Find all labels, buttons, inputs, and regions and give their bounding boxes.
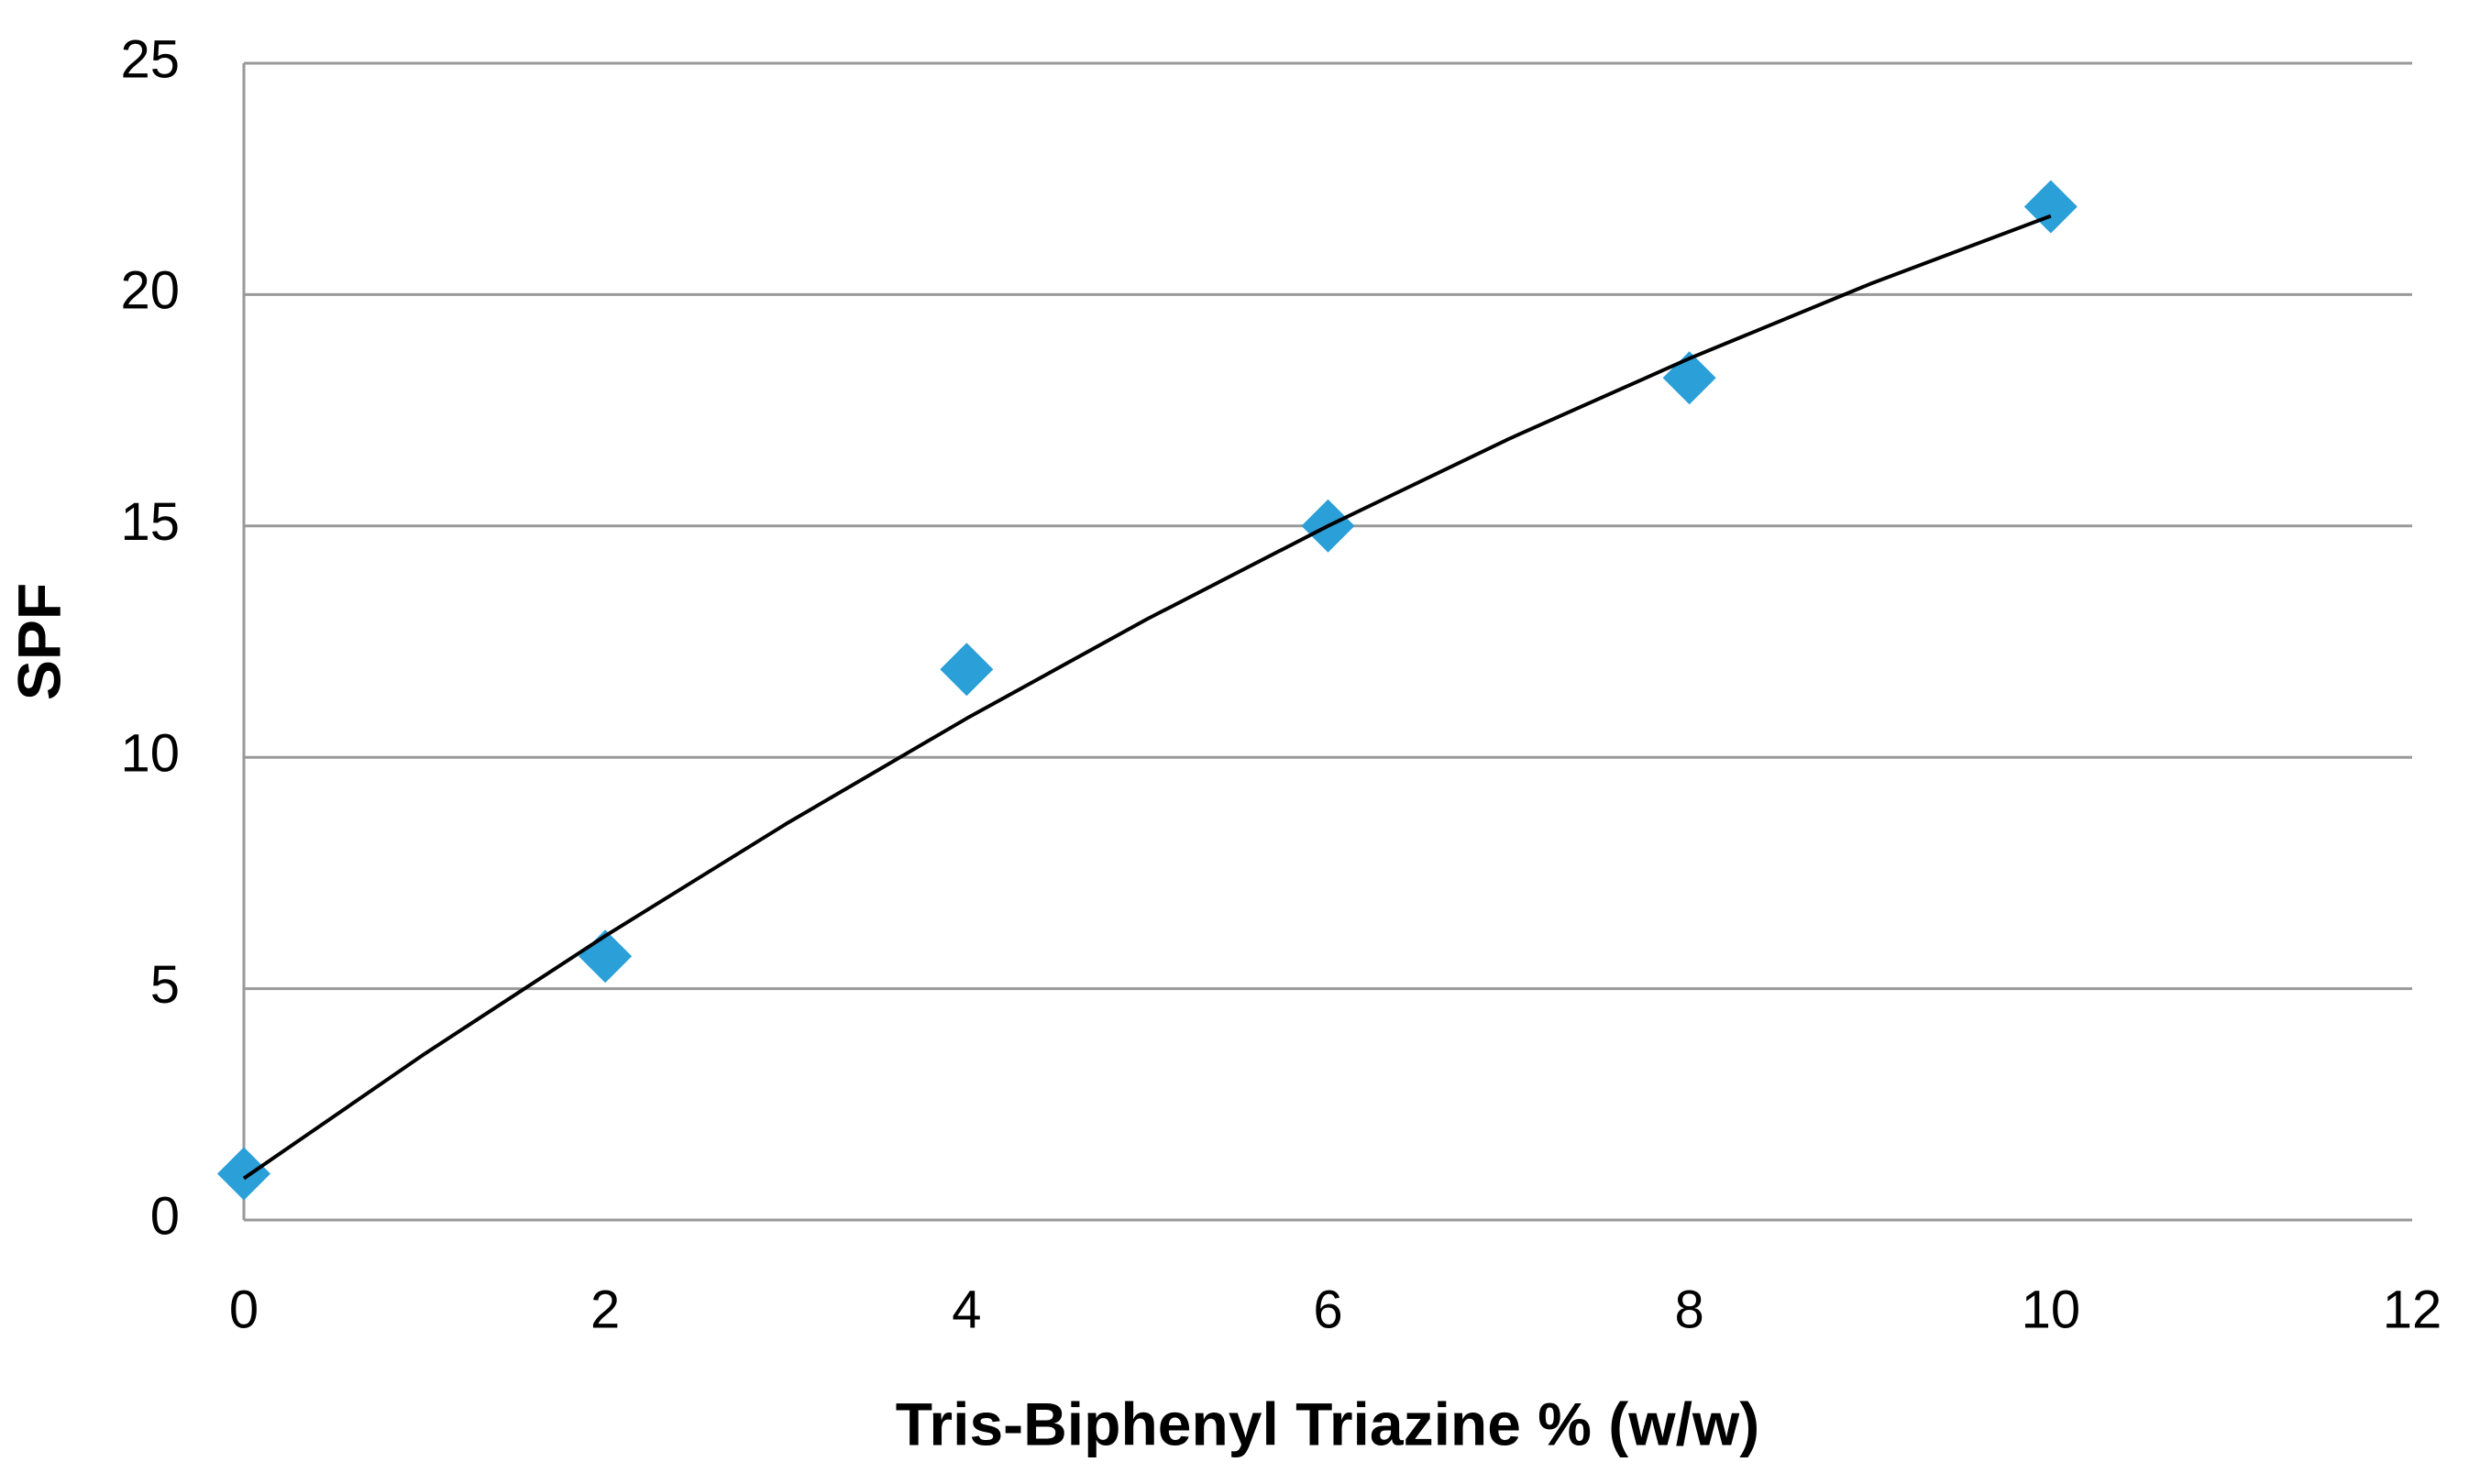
trendline	[242, 214, 2052, 1181]
y-tick-label: 10	[120, 724, 180, 784]
y-tick-label: 15	[120, 492, 180, 552]
x-tick-label: 4	[952, 1280, 981, 1339]
data-point	[217, 1147, 270, 1201]
x-tick-label: 10	[2022, 1280, 2081, 1339]
y-tick-label: 25	[120, 29, 180, 89]
x-tick-label: 8	[1675, 1280, 1704, 1339]
x-tick-label: 0	[229, 1280, 259, 1339]
y-tick-label: 5	[150, 955, 180, 1015]
x-tick-label: 6	[1313, 1280, 1342, 1339]
x-tick-label: 12	[2383, 1280, 2442, 1339]
data-point	[2023, 180, 2078, 234]
y-tick-label: 0	[150, 1186, 180, 1246]
x-tick-label: 2	[590, 1280, 620, 1339]
data-point	[940, 643, 994, 697]
y-tick-label: 20	[120, 261, 180, 321]
x-axis-title: Tris-Biphenyl Triazine % (w/w)	[896, 1390, 1760, 1457]
y-axis-title: SPF	[5, 583, 72, 700]
